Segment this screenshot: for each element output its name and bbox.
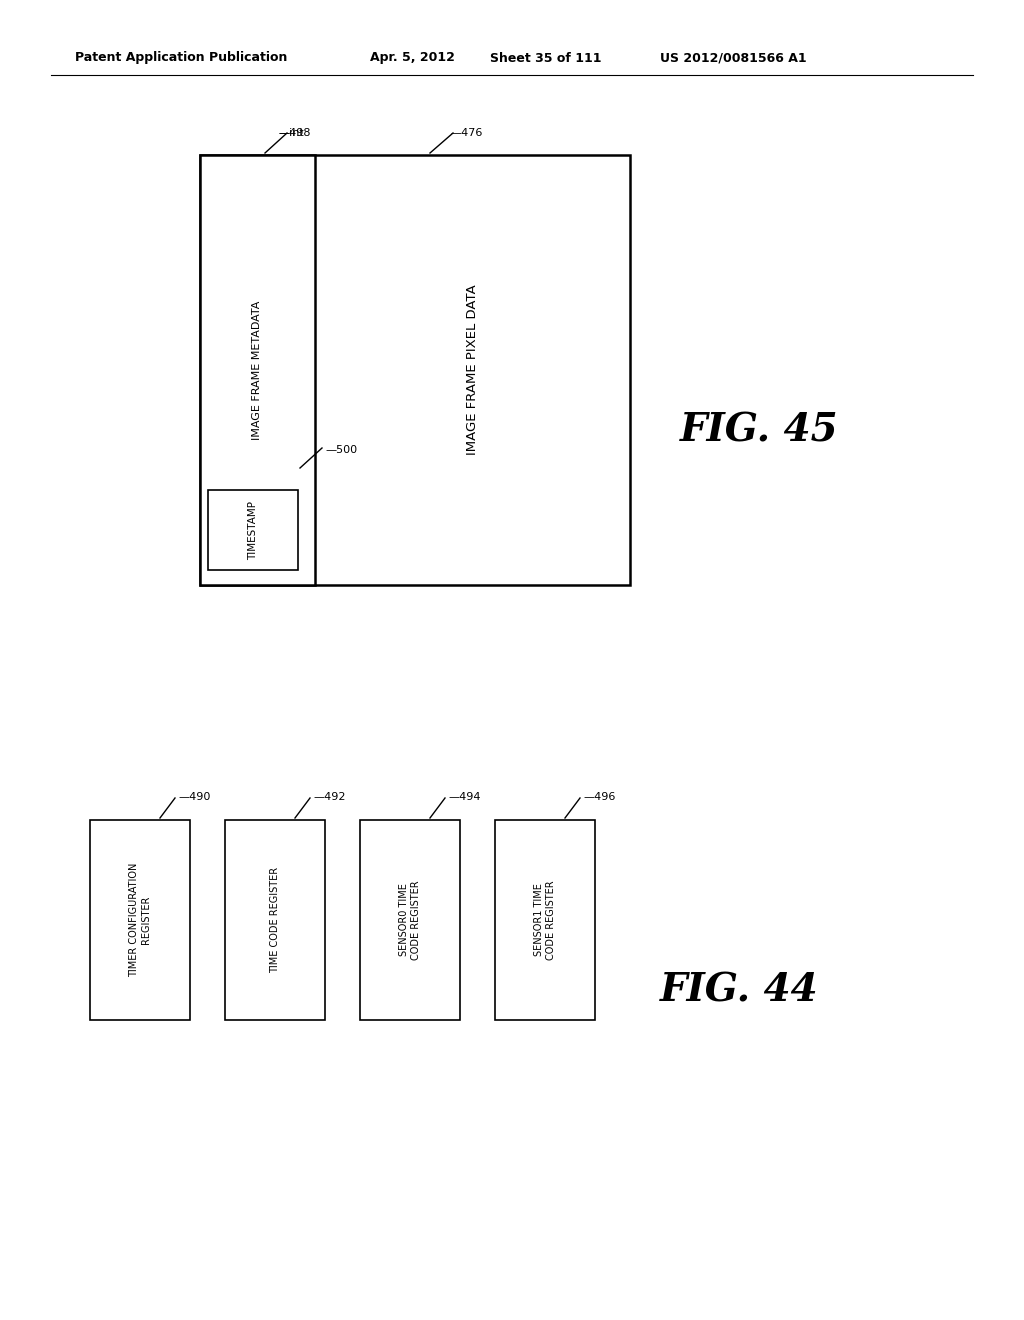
Text: TIMESTAMP: TIMESTAMP [248, 500, 258, 560]
Text: US 2012/0081566 A1: US 2012/0081566 A1 [660, 51, 807, 65]
Text: Patent Application Publication: Patent Application Publication [75, 51, 288, 65]
Bar [208, 490, 298, 570]
Bar [200, 154, 630, 585]
Text: —490: —490 [178, 792, 210, 803]
Bar [200, 154, 315, 585]
Text: —500: —500 [325, 445, 357, 455]
Text: —498: —498 [278, 128, 310, 139]
Bar [90, 820, 190, 1020]
Bar [360, 820, 460, 1020]
Text: Apr. 5, 2012: Apr. 5, 2012 [370, 51, 455, 65]
Text: SENSOR0 TIME
CODE REGISTER: SENSOR0 TIME CODE REGISTER [399, 880, 421, 960]
Text: FIG. 44: FIG. 44 [660, 972, 818, 1008]
Text: TIME CODE REGISTER: TIME CODE REGISTER [270, 867, 280, 973]
Text: FIG. 45: FIG. 45 [680, 411, 839, 449]
Text: IMAGE FRAME METADATA: IMAGE FRAME METADATA [253, 301, 262, 440]
Text: TIMER CONFIGURATION
REGISTER: TIMER CONFIGURATION REGISTER [129, 863, 151, 977]
Text: —494: —494 [449, 792, 480, 803]
Text: —492: —492 [313, 792, 345, 803]
Text: IMAGE FRAME PIXEL DATA: IMAGE FRAME PIXEL DATA [466, 285, 479, 455]
Text: SENSOR1 TIME
CODE REGISTER: SENSOR1 TIME CODE REGISTER [535, 880, 556, 960]
Bar [495, 820, 595, 1020]
Text: —496: —496 [583, 792, 615, 803]
Text: —int: —int [278, 128, 304, 139]
Bar [225, 820, 325, 1020]
Text: Sheet 35 of 111: Sheet 35 of 111 [490, 51, 601, 65]
Text: —476: —476 [450, 128, 482, 139]
